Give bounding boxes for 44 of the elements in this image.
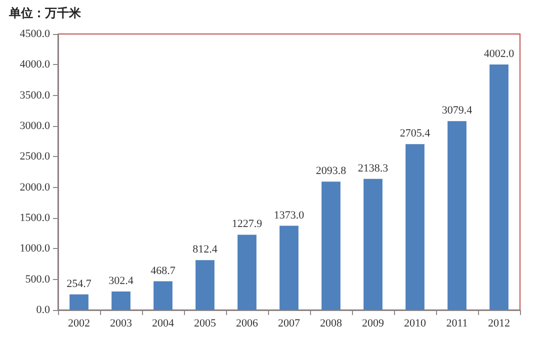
y-tick-label: 1500.0: [20, 212, 50, 224]
y-tick-label: 2500.0: [20, 150, 50, 163]
bar: [154, 281, 172, 310]
x-tick-label: 2003: [110, 318, 132, 330]
x-tick-label: 2004: [152, 318, 174, 330]
y-tick-label: 0.0: [36, 304, 50, 316]
data-label: 4002.0: [484, 48, 515, 60]
bar: [196, 260, 214, 310]
x-tick-label: 2010: [404, 318, 426, 330]
x-tick-label: 2011: [446, 318, 468, 330]
y-tick-label: 2000.0: [20, 181, 50, 194]
x-tick-label: 2002: [68, 318, 90, 330]
y-tick-label: 3500.0: [20, 89, 50, 102]
bar: [238, 234, 256, 310]
bar: [364, 178, 382, 310]
data-label: 1373.0: [274, 209, 305, 222]
x-tick-label: 2012: [488, 318, 510, 330]
chart-title: 单位：万千米: [8, 6, 82, 20]
bar: [70, 294, 88, 310]
data-label: 2093.8: [316, 165, 347, 178]
bar: [322, 182, 340, 310]
bar: [280, 226, 298, 310]
x-tick-label: 2006: [236, 318, 258, 330]
data-label: 3079.4: [442, 104, 473, 117]
y-tick-label: 3000.0: [20, 120, 50, 132]
data-label: 254.7: [66, 278, 92, 290]
data-label: 302.4: [108, 274, 134, 287]
bar: [448, 121, 466, 310]
bar: [112, 291, 130, 310]
data-label: 1227.9: [232, 218, 263, 230]
y-tick-label: 500.0: [25, 273, 50, 286]
x-tick-label: 2008: [320, 318, 342, 330]
bar: [406, 144, 424, 310]
data-label: 468.7: [150, 264, 176, 277]
x-tick-label: 2005: [194, 318, 216, 330]
y-tick-label: 4000.0: [20, 58, 50, 71]
y-tick-label: 1000.0: [20, 242, 50, 255]
bar: [490, 64, 508, 310]
y-tick-label: 4500.0: [20, 28, 50, 40]
x-tick-label: 2007: [278, 318, 300, 330]
data-label: 2138.3: [358, 162, 389, 174]
data-label: 812.4: [192, 244, 218, 256]
x-tick-label: 2009: [362, 318, 384, 330]
data-label: 2705.4: [400, 128, 431, 140]
